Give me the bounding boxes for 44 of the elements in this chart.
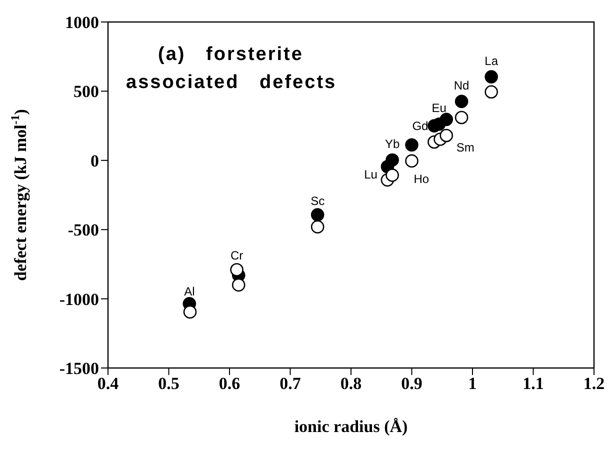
point bbox=[405, 154, 418, 168]
x-tick-label: 0.7 bbox=[280, 374, 302, 394]
annotation: Al bbox=[184, 284, 195, 299]
point bbox=[454, 94, 468, 108]
point bbox=[484, 70, 498, 84]
x-tick-label: 0.6 bbox=[218, 374, 240, 394]
annotation: associated defects bbox=[126, 72, 337, 93]
point bbox=[386, 153, 399, 167]
annotation: Nd bbox=[454, 78, 470, 92]
x-tick-label: 0.5 bbox=[158, 374, 180, 394]
x-tick-label: 0.4 bbox=[97, 374, 120, 394]
point bbox=[454, 110, 468, 124]
annotation: Cr bbox=[230, 248, 244, 263]
y-tick-label: -1000 bbox=[59, 290, 99, 309]
point bbox=[440, 112, 454, 126]
point bbox=[232, 278, 246, 292]
y-tick-label: -500 bbox=[68, 220, 99, 240]
annotation: Yb bbox=[384, 136, 400, 151]
point bbox=[386, 168, 399, 182]
annotation: (a) forsterite bbox=[158, 44, 304, 65]
x-axis-title: ionic radius (Å) bbox=[294, 417, 408, 436]
annotation: Sc bbox=[310, 194, 325, 208]
y-tick-label: -1500 bbox=[59, 359, 99, 378]
annotation: Sm bbox=[456, 140, 474, 154]
y-tick-label: 1000 bbox=[65, 13, 99, 32]
point bbox=[230, 263, 244, 276]
annotation: Ho bbox=[414, 172, 430, 186]
point bbox=[440, 128, 454, 142]
x-tick-label: 0.9 bbox=[401, 374, 422, 394]
point bbox=[310, 208, 324, 222]
point bbox=[405, 138, 418, 152]
annotation: Gd bbox=[412, 118, 428, 133]
x-tick-label: 1.1 bbox=[522, 374, 544, 394]
annotation: La bbox=[484, 54, 498, 68]
annotation: Eu bbox=[432, 101, 446, 116]
x-tick-label: 0.8 bbox=[340, 374, 362, 394]
point bbox=[310, 220, 324, 234]
x-tick-label: 1 bbox=[468, 374, 477, 394]
annotation: Lu bbox=[364, 168, 378, 182]
y-tick-label: 0 bbox=[90, 151, 99, 170]
x-tick-label: 1.2 bbox=[583, 374, 605, 394]
point bbox=[484, 85, 498, 99]
point bbox=[183, 305, 197, 319]
y-tick-label: 500 bbox=[74, 82, 99, 102]
